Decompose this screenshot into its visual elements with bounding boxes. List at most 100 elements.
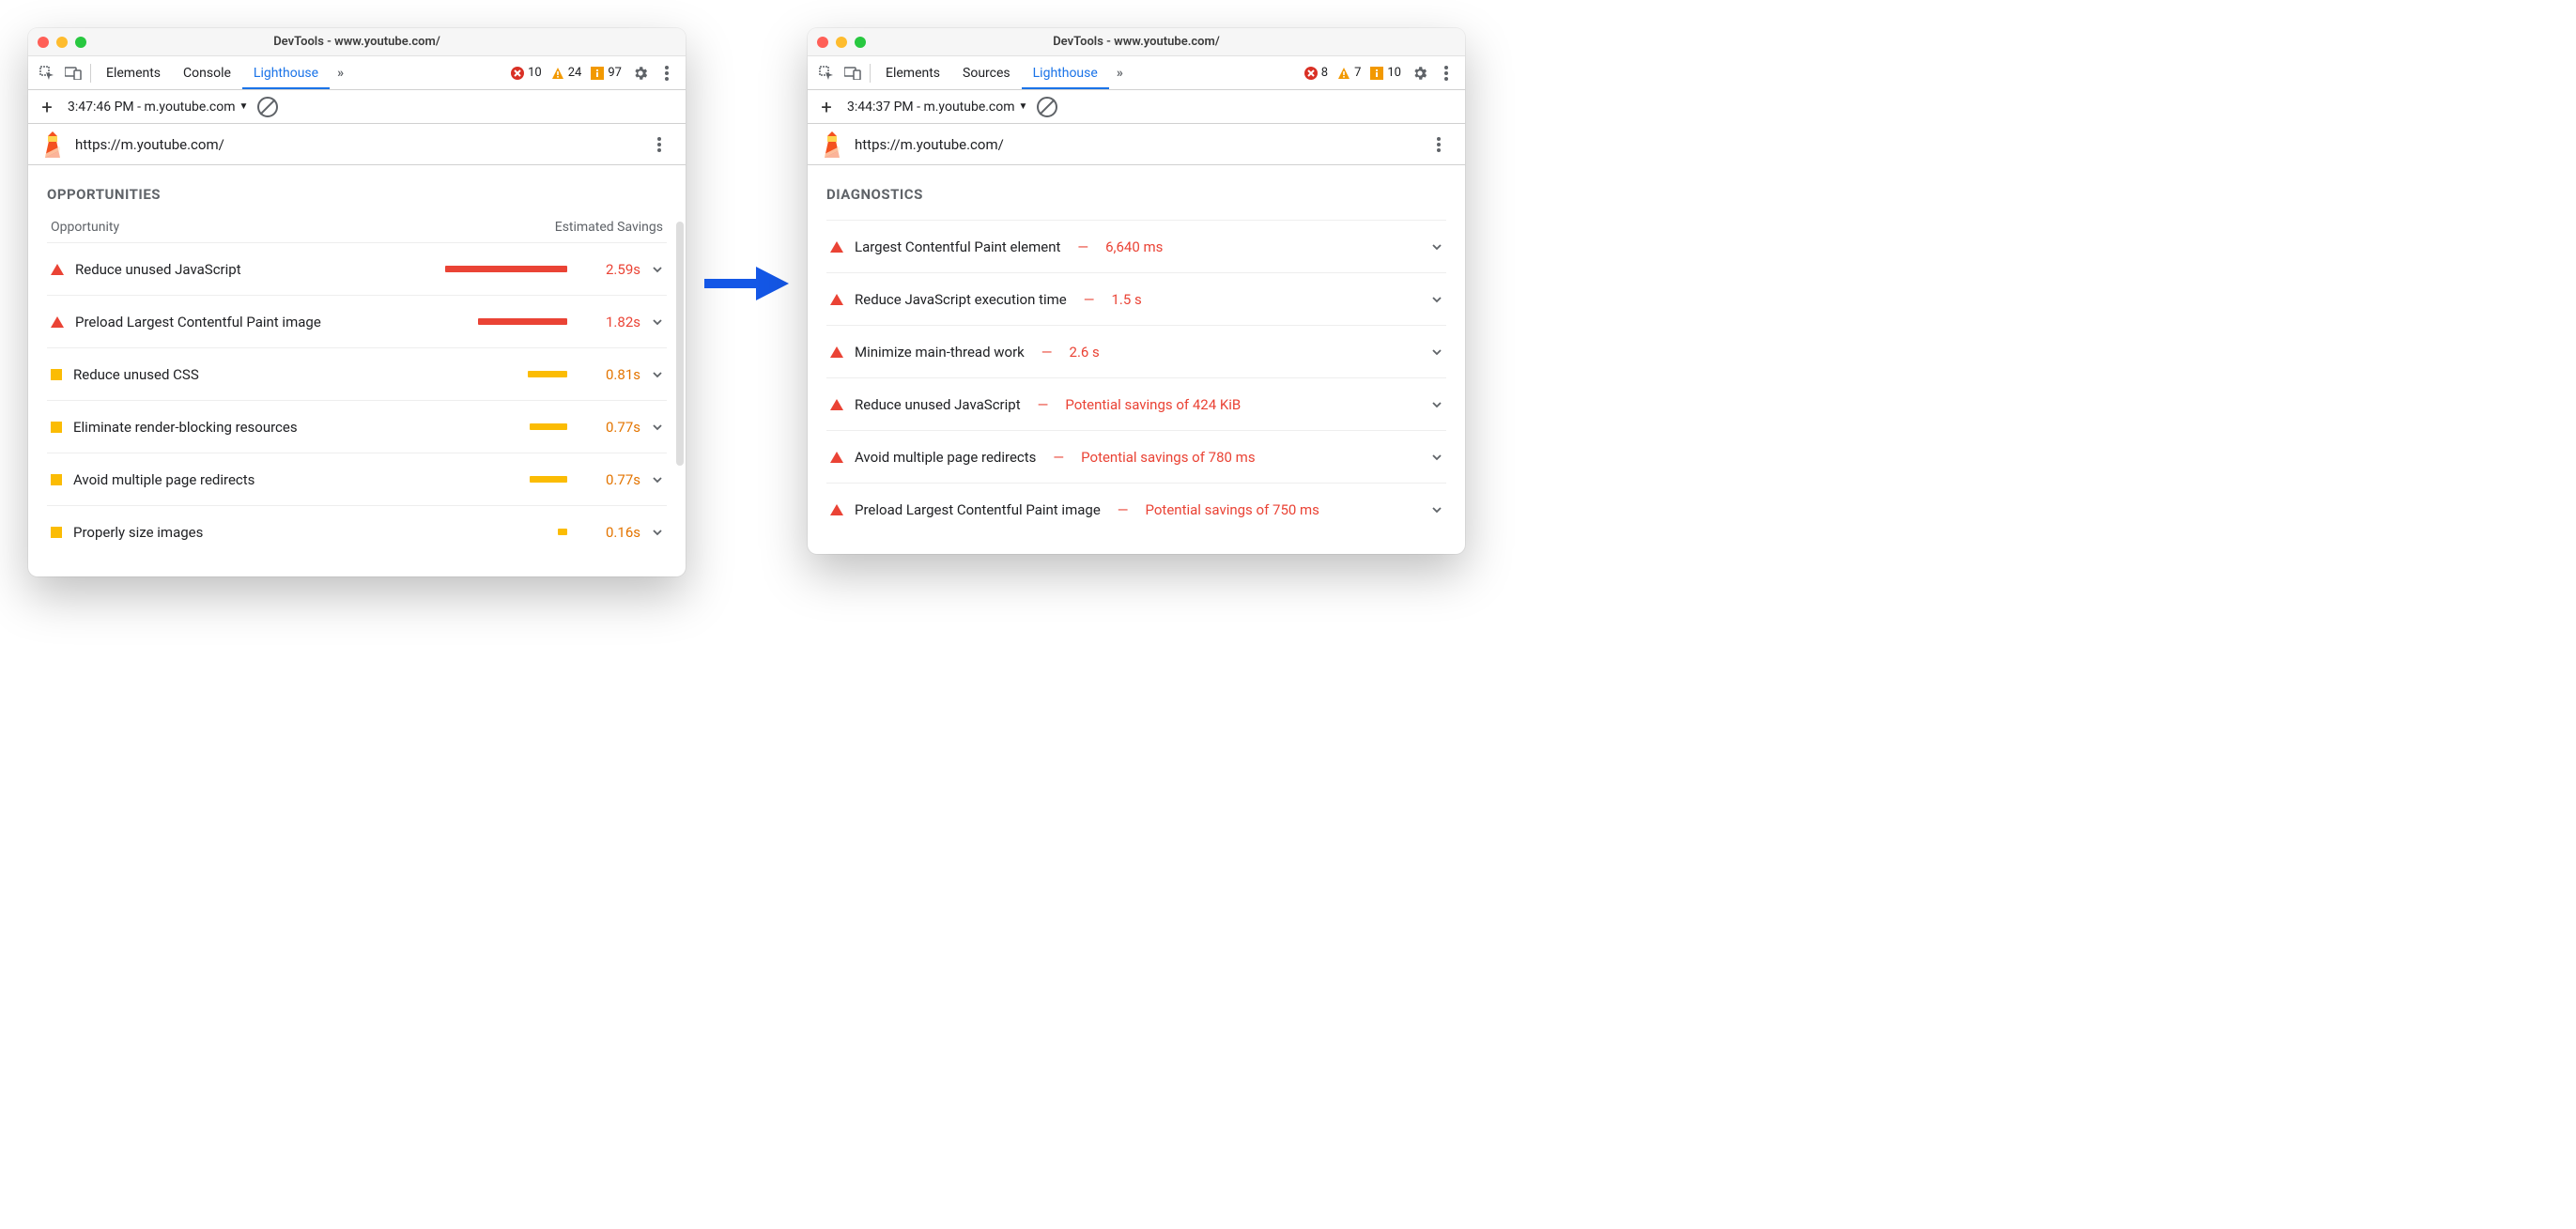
diagnostic-row[interactable]: Largest Contentful Paint element—6,640 m… xyxy=(826,220,1446,272)
opportunity-row[interactable]: Avoid multiple page redirects0.77s xyxy=(47,453,667,505)
section-title: DIAGNOSTICS xyxy=(826,186,1446,203)
separator xyxy=(870,64,871,83)
chevron-down-icon[interactable] xyxy=(652,474,663,485)
opportunity-label: Preload Largest Contentful Paint image xyxy=(75,314,424,330)
error-badge[interactable]: 8 xyxy=(1304,66,1328,80)
tab-elements[interactable]: Elements xyxy=(874,56,951,89)
opportunity-label: Avoid multiple page redirects xyxy=(73,471,424,488)
tab-console[interactable]: Console xyxy=(172,56,242,89)
warning-count: 24 xyxy=(568,66,582,80)
more-tabs-icon[interactable]: » xyxy=(1109,66,1131,81)
warning-badge[interactable]: 24 xyxy=(551,66,582,80)
diagnostic-metric: Potential savings of 424 KiB xyxy=(1065,396,1241,413)
opportunity-row[interactable]: Reduce unused JavaScript2.59s xyxy=(47,242,667,295)
info-count: 10 xyxy=(1387,66,1401,80)
info-count: 97 xyxy=(608,66,622,80)
devtools-tab-row: Elements Console Lighthouse » 10 24 97 xyxy=(28,56,686,90)
chevron-down-icon[interactable] xyxy=(1431,241,1442,253)
savings-value: 1.82s xyxy=(584,314,640,330)
url-row: https://m.youtube.com/ xyxy=(808,124,1465,165)
new-report-icon[interactable]: + xyxy=(815,96,838,118)
chevron-down-icon[interactable] xyxy=(1431,504,1442,515)
opportunity-row[interactable]: Properly size images0.16s xyxy=(47,505,667,558)
chevron-down-icon[interactable] xyxy=(1431,399,1442,410)
devtools-window-left: DevTools - www.youtube.com/ Elements Con… xyxy=(28,28,686,576)
issues-summary[interactable]: 10 24 97 xyxy=(511,66,622,80)
chevron-down-icon[interactable] xyxy=(652,527,663,538)
warning-badge[interactable]: 7 xyxy=(1337,66,1361,80)
chevron-down-icon[interactable] xyxy=(1431,346,1442,358)
info-badge[interactable]: 97 xyxy=(591,66,622,80)
chevron-down-icon[interactable] xyxy=(652,316,663,328)
opportunity-label: Eliminate render-blocking resources xyxy=(73,419,424,436)
square-icon xyxy=(51,527,62,538)
error-badge[interactable]: 10 xyxy=(511,66,542,80)
opportunity-row[interactable]: Reduce unused CSS0.81s xyxy=(47,347,667,400)
chevron-down-icon[interactable] xyxy=(652,264,663,275)
url-row: https://m.youtube.com/ xyxy=(28,124,686,165)
kebab-icon[interactable] xyxy=(654,60,680,86)
close-dot[interactable] xyxy=(817,37,828,48)
report-selector[interactable]: 3:47:46 PM - m.youtube.com ▼ xyxy=(68,100,248,115)
minimize-dot[interactable] xyxy=(836,37,847,48)
traffic-lights xyxy=(817,37,866,48)
info-badge[interactable]: 10 xyxy=(1370,66,1401,80)
settings-icon[interactable] xyxy=(1407,60,1433,86)
opportunity-row[interactable]: Preload Largest Contentful Paint image 1.… xyxy=(47,295,667,347)
tab-lighthouse[interactable]: Lighthouse xyxy=(1022,56,1109,89)
opportunity-row[interactable]: Eliminate render-blocking resources0.77s xyxy=(47,400,667,453)
more-tabs-icon[interactable]: » xyxy=(330,66,351,81)
diagnostic-row[interactable]: Preload Largest Contentful Paint image—P… xyxy=(826,483,1446,535)
diagnostic-row[interactable]: Minimize main-thread work—2.6 s xyxy=(826,325,1446,377)
device-toggle-icon[interactable] xyxy=(60,60,86,86)
inspect-icon[interactable] xyxy=(813,60,840,86)
caret-down-icon: ▼ xyxy=(1019,101,1028,112)
chevron-down-icon[interactable] xyxy=(652,369,663,380)
zoom-dot[interactable] xyxy=(855,37,866,48)
lighthouse-logo-icon xyxy=(821,131,843,158)
inspect-icon[interactable] xyxy=(34,60,60,86)
device-toggle-icon[interactable] xyxy=(840,60,866,86)
report-menu-icon[interactable] xyxy=(646,131,672,158)
settings-icon[interactable] xyxy=(627,60,654,86)
clear-icon[interactable] xyxy=(257,97,278,117)
separator xyxy=(90,64,91,83)
chevron-down-icon[interactable] xyxy=(652,422,663,433)
savings-bar xyxy=(436,371,567,377)
clear-icon[interactable] xyxy=(1037,97,1057,117)
minimize-dot[interactable] xyxy=(56,37,68,48)
warning-count: 7 xyxy=(1354,66,1361,80)
opportunity-label: Properly size images xyxy=(73,524,424,541)
issues-summary[interactable]: 8 7 10 xyxy=(1304,66,1401,80)
report-selector[interactable]: 3:44:37 PM - m.youtube.com ▼ xyxy=(847,100,1027,115)
square-icon xyxy=(51,422,62,433)
diagnostic-row[interactable]: Reduce JavaScript execution time—1.5 s xyxy=(826,272,1446,325)
kebab-icon[interactable] xyxy=(1433,60,1459,86)
new-report-icon[interactable]: + xyxy=(36,96,58,118)
diagnostic-metric: 2.6 s xyxy=(1070,344,1100,361)
zoom-dot[interactable] xyxy=(75,37,86,48)
report-menu-icon[interactable] xyxy=(1426,131,1452,158)
chevron-down-icon[interactable] xyxy=(1431,452,1442,463)
diagnostic-row[interactable]: Reduce unused JavaScript—Potential savin… xyxy=(826,377,1446,430)
tested-url: https://m.youtube.com/ xyxy=(75,136,224,153)
tab-sources[interactable]: Sources xyxy=(951,56,1022,89)
close-dot[interactable] xyxy=(38,37,49,48)
savings-bar xyxy=(436,423,567,430)
separator-dash: — xyxy=(1041,344,1053,361)
window-title: DevTools - www.youtube.com/ xyxy=(808,35,1465,49)
tab-elements[interactable]: Elements xyxy=(95,56,172,89)
triangle-icon xyxy=(830,452,843,463)
triangle-icon xyxy=(51,264,64,275)
tab-lighthouse[interactable]: Lighthouse xyxy=(242,56,330,89)
separator-dash: — xyxy=(1053,449,1064,466)
tested-url: https://m.youtube.com/ xyxy=(855,136,1004,153)
diagnostic-row[interactable]: Avoid multiple page redirects—Potential … xyxy=(826,430,1446,483)
chevron-down-icon[interactable] xyxy=(1431,294,1442,305)
diagnostic-metric: 1.5 s xyxy=(1111,291,1141,308)
savings-bar xyxy=(436,266,567,272)
scrollbar[interactable] xyxy=(676,222,684,466)
traffic-lights xyxy=(38,37,86,48)
timestamp-label: 3:44:37 PM - m.youtube.com xyxy=(847,100,1015,115)
opportunity-label: Reduce unused JavaScript xyxy=(75,261,424,278)
